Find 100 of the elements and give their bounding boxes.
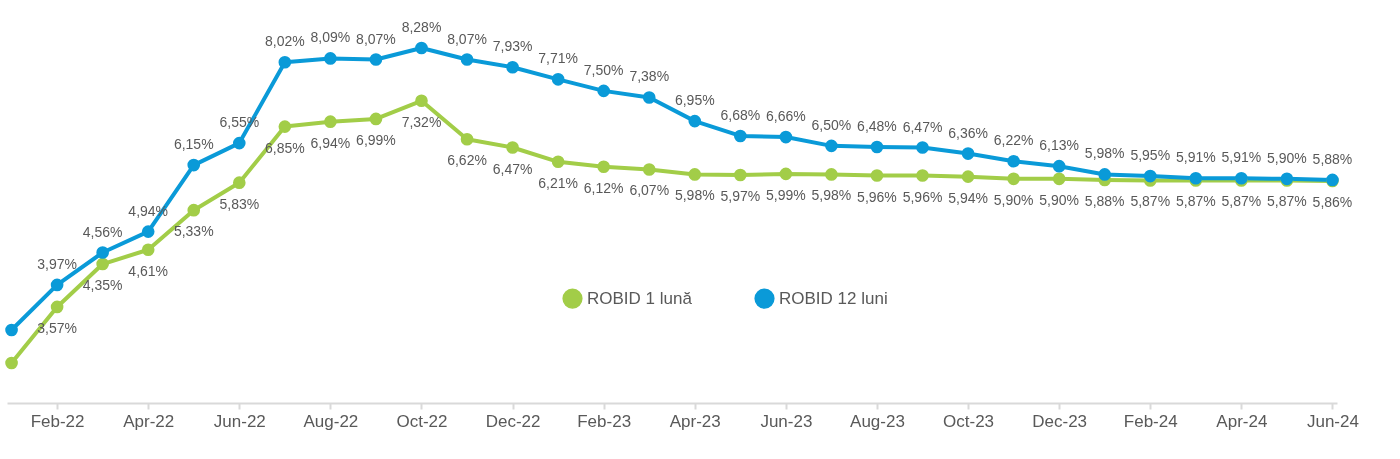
data-label: 6,66% bbox=[766, 108, 806, 125]
x-tick-label: Dec-22 bbox=[485, 411, 541, 431]
data-label: 5,98% bbox=[811, 187, 852, 204]
data-label: 5,87% bbox=[1175, 193, 1216, 210]
point bbox=[50, 278, 64, 292]
point bbox=[734, 129, 747, 143]
data-label: 5,88% bbox=[1312, 150, 1353, 167]
data-label: 8,07% bbox=[356, 30, 396, 47]
data-label: 5,86% bbox=[1312, 194, 1353, 211]
x-tick-label: Feb-24 bbox=[1123, 411, 1178, 431]
point bbox=[779, 167, 793, 181]
x-tick-label: Feb-22 bbox=[30, 411, 85, 431]
point bbox=[1052, 172, 1066, 186]
point bbox=[1007, 154, 1020, 168]
x-tick-label: Apr-23 bbox=[669, 411, 721, 431]
data-label: 8,07% bbox=[447, 30, 487, 47]
point bbox=[278, 55, 292, 69]
point bbox=[324, 115, 337, 128]
data-label: 5,90% bbox=[993, 191, 1034, 208]
data-label: 3,97% bbox=[37, 255, 77, 272]
point bbox=[688, 114, 702, 128]
data-label: 5,90% bbox=[1267, 149, 1307, 166]
data-label: 5,83% bbox=[219, 195, 260, 212]
data-label: 6,13% bbox=[1039, 137, 1080, 154]
point bbox=[415, 94, 428, 108]
data-label: 5,96% bbox=[857, 188, 897, 205]
data-label: 5,87% bbox=[1130, 193, 1171, 210]
data-label: 6,68% bbox=[720, 106, 761, 123]
point bbox=[825, 139, 838, 153]
point bbox=[1143, 169, 1157, 183]
x-tick-label: Aug-23 bbox=[850, 411, 905, 431]
data-label: 5,91% bbox=[1221, 149, 1262, 166]
data-label: 8,02% bbox=[264, 33, 305, 50]
x-tick-label: Oct-22 bbox=[396, 411, 448, 431]
data-label: 5,99% bbox=[766, 186, 806, 203]
x-tick-label: Aug-22 bbox=[303, 411, 359, 431]
point bbox=[187, 158, 201, 172]
x-tick-label: Dec-23 bbox=[1032, 411, 1088, 431]
data-label: 5,98% bbox=[674, 187, 715, 204]
point bbox=[460, 53, 474, 66]
data-label: 7,50% bbox=[583, 61, 624, 78]
data-label: 6,15% bbox=[173, 136, 214, 153]
x-tick-label: Oct-23 bbox=[943, 411, 995, 431]
data-label: 6,47% bbox=[492, 160, 533, 177]
point bbox=[916, 141, 929, 154]
point bbox=[870, 140, 884, 154]
data-label: 6,50% bbox=[811, 116, 852, 133]
data-label: 7,32% bbox=[401, 113, 442, 130]
point bbox=[232, 136, 246, 150]
point bbox=[187, 203, 201, 217]
x-tick-label: Apr-22 bbox=[123, 411, 175, 431]
point bbox=[369, 53, 383, 66]
point bbox=[5, 356, 18, 370]
point bbox=[506, 60, 519, 74]
point bbox=[961, 170, 975, 183]
data-label: 5,87% bbox=[1221, 193, 1262, 210]
data-label: 6,48% bbox=[857, 117, 897, 134]
point bbox=[1098, 168, 1112, 181]
point bbox=[232, 176, 246, 189]
data-label: 6,12% bbox=[583, 179, 624, 196]
data-label: 5,95% bbox=[1130, 147, 1171, 164]
data-label: 7,38% bbox=[629, 68, 670, 85]
data-label: 6,99% bbox=[356, 131, 396, 148]
point bbox=[642, 163, 656, 176]
data-label: 4,61% bbox=[128, 262, 169, 279]
data-label: 7,71% bbox=[538, 50, 578, 67]
legend-label: ROBID 12 luni bbox=[779, 288, 888, 308]
x-tick-label: Jun-24 bbox=[1306, 411, 1359, 431]
point bbox=[642, 91, 656, 104]
data-label: 6,36% bbox=[948, 124, 988, 141]
data-label: 4,56% bbox=[82, 223, 123, 240]
x-tick-label: Jun-22 bbox=[213, 411, 266, 431]
point bbox=[916, 169, 929, 182]
point bbox=[1052, 159, 1066, 173]
point bbox=[141, 243, 155, 257]
data-label: 5,88% bbox=[1084, 192, 1125, 209]
point bbox=[551, 155, 565, 169]
point bbox=[415, 41, 428, 55]
data-label: 8,09% bbox=[310, 29, 351, 46]
point bbox=[278, 120, 292, 133]
data-label: 5,94% bbox=[948, 189, 988, 206]
data-label: 6,21% bbox=[538, 174, 578, 191]
point bbox=[870, 169, 884, 182]
data-label: 8,28% bbox=[401, 19, 442, 35]
data-label: 4,35% bbox=[82, 277, 123, 294]
data-label: 6,62% bbox=[447, 152, 487, 169]
legend-label: ROBID 1 lună bbox=[587, 288, 693, 308]
point bbox=[50, 300, 64, 314]
point bbox=[324, 52, 337, 65]
data-label: 7,93% bbox=[492, 38, 533, 55]
point bbox=[551, 73, 565, 86]
point bbox=[96, 257, 109, 271]
point bbox=[96, 246, 109, 259]
x-tick-label: Feb-23 bbox=[577, 411, 632, 431]
data-label: 5,90% bbox=[1039, 191, 1080, 208]
data-label: 6,95% bbox=[674, 92, 715, 109]
x-tick-label: Jun-23 bbox=[760, 411, 813, 431]
point bbox=[779, 130, 793, 144]
data-label: 6,47% bbox=[902, 118, 943, 135]
data-label: 6,07% bbox=[629, 182, 670, 199]
